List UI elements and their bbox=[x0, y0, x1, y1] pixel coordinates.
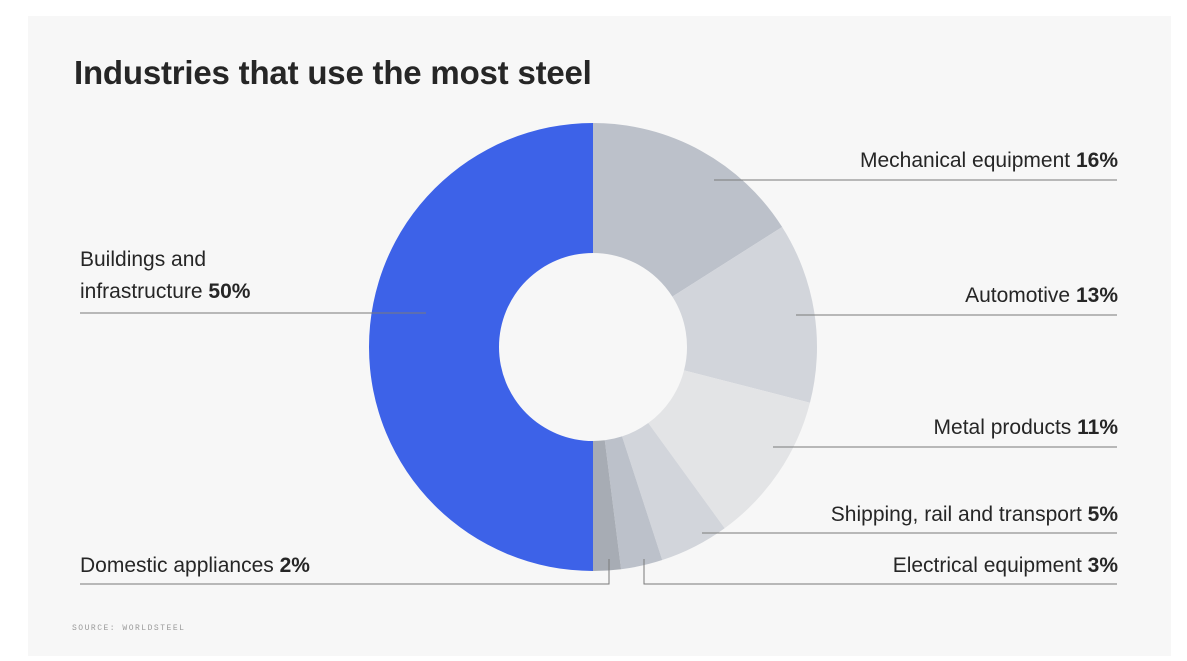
slice-label-automotive: Automotive 13% bbox=[965, 279, 1118, 313]
slice-name: Mechanical equipment bbox=[860, 149, 1071, 172]
slice-name: Shipping, rail and transport bbox=[830, 503, 1082, 526]
slice-percent: 3% bbox=[1087, 554, 1118, 577]
source-note: SOURCE: WORLDSTEEL bbox=[72, 624, 186, 633]
leader-line-domestic-appliances bbox=[80, 559, 610, 585]
slice-label-electrical-equipment: Electrical equipment 3% bbox=[893, 549, 1118, 583]
slice-percent: 2% bbox=[279, 554, 310, 577]
slice-label-shipping-rail-transport: Shipping, rail and transport 5% bbox=[831, 498, 1118, 532]
donut-slices bbox=[369, 123, 817, 571]
slice-automotive bbox=[672, 226, 817, 403]
slice-percent: 11% bbox=[1077, 416, 1118, 439]
leader-lines bbox=[80, 179, 1117, 585]
slice-percent: 16% bbox=[1075, 149, 1118, 172]
slice-label-mechanical-equipment: Mechanical equipment 16% bbox=[860, 144, 1118, 178]
slice-label-metal-products: Metal products 11% bbox=[934, 411, 1118, 445]
chart-title: Industries that use the most steel bbox=[74, 54, 592, 91]
slice-domestic-appliances bbox=[593, 440, 622, 571]
leader-line-electrical-equipment bbox=[643, 559, 1117, 585]
slice-name: Electrical equipment bbox=[892, 554, 1082, 577]
slice-percent: 50% bbox=[208, 280, 251, 303]
slice-shipping-rail-and-transport bbox=[622, 423, 725, 561]
slice-electrical-equipment bbox=[604, 436, 663, 570]
slice-metal-products bbox=[648, 370, 810, 529]
slice-percent: 13% bbox=[1075, 284, 1118, 307]
slice-name: Domestic appliances bbox=[80, 554, 274, 577]
slice-percent: 5% bbox=[1087, 503, 1118, 526]
slice-mechanical-equipment bbox=[593, 123, 783, 297]
slice-name: Metal products bbox=[933, 416, 1072, 439]
slice-buildings-and-infrastructure bbox=[369, 123, 593, 571]
slice-label-buildings-infrastructure: Buildings and infrastructure 50% bbox=[80, 244, 310, 308]
chart-card: Industries that use the most steel Mecha… bbox=[28, 16, 1171, 656]
slice-label-domestic-appliances: Domestic appliances 2% bbox=[80, 549, 310, 583]
slice-name-line2: infrastructure bbox=[80, 280, 203, 303]
slice-name: Automotive bbox=[965, 284, 1071, 307]
slice-name-line1: Buildings and bbox=[80, 248, 207, 271]
donut-chart bbox=[80, 123, 1117, 585]
